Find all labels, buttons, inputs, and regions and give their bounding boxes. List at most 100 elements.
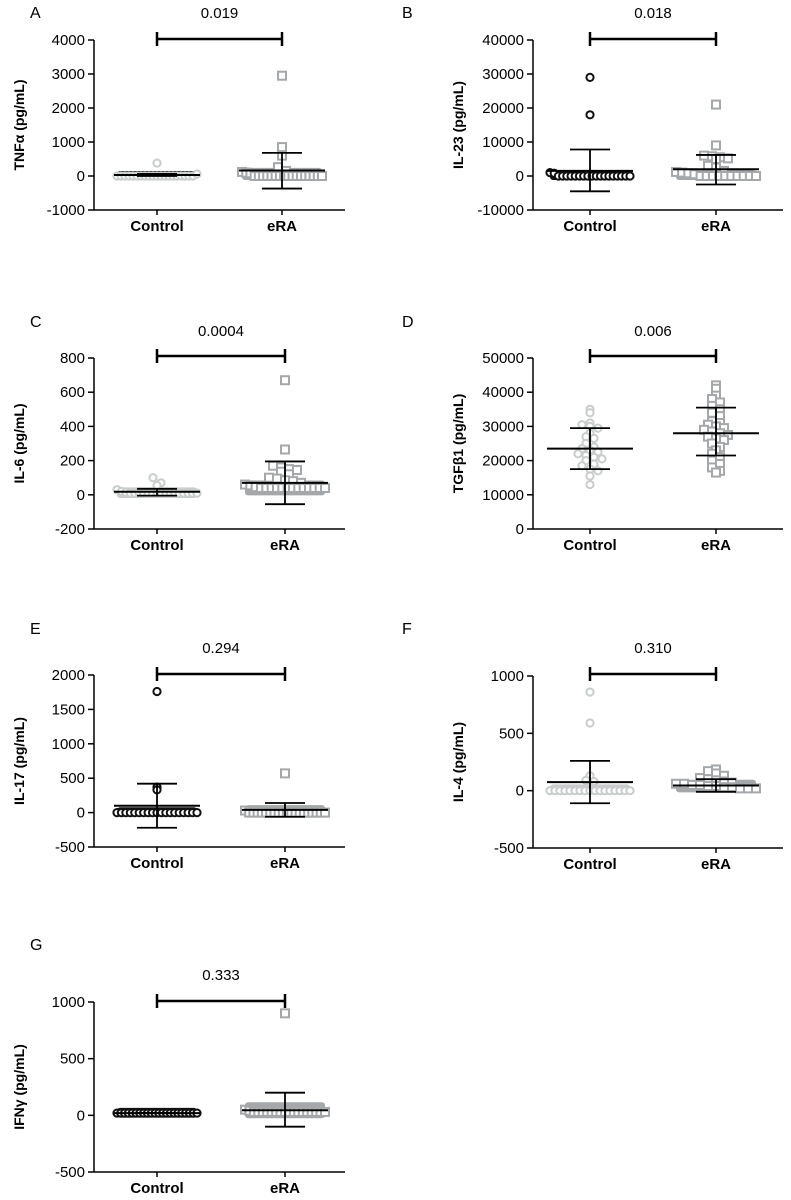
data-point-era: [751, 783, 761, 794]
data-point-control: [585, 718, 595, 728]
data-point-era: [280, 1008, 290, 1019]
panel-label: A: [30, 5, 41, 22]
data-point-control: [192, 169, 202, 179]
y-axis-label: IL-6 (pg/mL): [11, 403, 27, 483]
data-point-control: [585, 471, 595, 481]
y-tick-label: 20000: [482, 453, 524, 470]
x-category-label: Control: [130, 1180, 183, 1197]
data-point-control: [625, 786, 635, 796]
y-tick-label: 600: [60, 384, 85, 401]
panel-g: G -500 0 500 1000 Control eRA IFNγ (pg/mL) 0.333: [11, 937, 345, 1197]
y-tick-label: 400: [60, 418, 85, 435]
x-category-label: eRA: [270, 855, 300, 872]
y-tick-label: -10000: [477, 202, 524, 219]
data-point-control: [152, 480, 162, 490]
x-category-label: Control: [130, 537, 183, 554]
data-point-control: [585, 110, 595, 120]
panel-d: D 0 10000 20000 30000 40000 50000 Control eRA TGF…: [402, 314, 783, 554]
y-tick-label: 20000: [482, 100, 524, 117]
data-point-control: [585, 408, 595, 418]
y-tick-label: 1000: [52, 994, 85, 1011]
p-value-label: 0.018: [634, 5, 672, 22]
data-point-era: [711, 140, 721, 151]
p-value-label: 0.333: [202, 967, 240, 984]
y-tick-label: 1000: [52, 134, 85, 151]
data-point-era: [320, 807, 330, 818]
y-tick-label: 500: [60, 770, 85, 787]
p-value-label: 0.310: [634, 640, 672, 657]
y-tick-label: 10000: [482, 487, 524, 504]
data-point-era: [679, 778, 689, 789]
data-point-era: [280, 768, 290, 779]
data-point-era: [719, 782, 729, 793]
data-point-era: [317, 171, 327, 181]
panel-label: G: [30, 937, 42, 954]
data-point-control: [585, 687, 595, 697]
y-tick-label: 1000: [491, 668, 524, 685]
y-axis-label: IL-4 (pg/mL): [450, 722, 466, 802]
y-tick-label: -1000: [47, 202, 85, 219]
y-tick-label: 0: [77, 1107, 85, 1124]
p-value-label: 0.0004: [198, 323, 244, 340]
y-tick-label: 3000: [52, 66, 85, 83]
y-tick-label: 0: [516, 783, 524, 800]
data-point-era: [711, 99, 721, 110]
y-axis-label: TNFα (pg/mL): [11, 79, 27, 170]
p-value-label: 0.294: [202, 640, 240, 657]
x-category-label: eRA: [270, 537, 300, 554]
data-point-era: [264, 472, 274, 483]
y-tick-label: 30000: [482, 66, 524, 83]
data-point-era: [320, 1106, 330, 1117]
data-point-control: [148, 473, 158, 483]
data-point-control: [192, 808, 202, 818]
x-category-label: eRA: [701, 218, 731, 235]
panel-c: C -200 0 200 400 600 800 Control eRA IL-6 (pg/mL)…: [11, 314, 345, 554]
data-point-control: [585, 479, 595, 490]
y-axis-label: IL-23 (pg/mL): [450, 81, 466, 169]
x-category-label: Control: [563, 218, 616, 235]
data-point-era: [277, 142, 287, 153]
panel-a: A -1000 0 1000 2000 3000 4000 Control eRA TNFα (p…: [11, 5, 345, 235]
panel-e: E -500 0 500 1000 1500 2000 Control eRA IL-17 (pg…: [11, 621, 345, 872]
y-tick-label: 1000: [52, 736, 85, 753]
y-tick-label: -500: [494, 840, 524, 857]
y-tick-label: 0: [516, 521, 524, 538]
data-point-era: [292, 465, 302, 476]
y-tick-label: 40000: [482, 32, 524, 49]
data-point-era: [280, 444, 290, 455]
data-point-era: [320, 482, 330, 493]
y-tick-label: -200: [55, 521, 85, 538]
y-tick-label: 50000: [482, 350, 524, 367]
y-tick-label: 40000: [482, 384, 524, 401]
x-category-label: Control: [130, 855, 183, 872]
x-category-label: eRA: [701, 537, 731, 554]
y-tick-label: -500: [55, 1164, 85, 1181]
data-point-era: [280, 375, 290, 386]
y-tick-label: 4000: [52, 32, 85, 49]
y-axis-label: IFNγ (pg/mL): [11, 1044, 27, 1130]
data-point-era: [707, 407, 717, 418]
data-point-control: [589, 433, 599, 443]
panel-label: E: [30, 621, 41, 638]
x-category-label: Control: [563, 856, 616, 873]
p-value-label: 0.019: [201, 5, 239, 22]
y-tick-label: 10000: [482, 134, 524, 151]
y-tick-label: 2000: [52, 100, 85, 117]
y-tick-label: 0: [516, 168, 524, 185]
data-point-era: [277, 70, 287, 81]
data-point-era: [268, 460, 278, 471]
panel-b: B -10000 0 10000 20000 30000 40000 Control eRA IL…: [402, 5, 783, 235]
data-point-era: [711, 467, 721, 478]
data-point-control: [585, 72, 595, 83]
y-tick-label: 200: [60, 453, 85, 470]
data-point-control: [597, 454, 607, 464]
data-point-control: [152, 686, 162, 697]
y-tick-label: 800: [60, 350, 85, 367]
y-tick-label: 500: [60, 1051, 85, 1068]
y-tick-label: 0: [77, 487, 85, 504]
panel-label: F: [402, 621, 412, 638]
data-point-control: [573, 449, 583, 459]
panel-label: C: [30, 314, 42, 331]
panel-label: B: [402, 5, 413, 22]
